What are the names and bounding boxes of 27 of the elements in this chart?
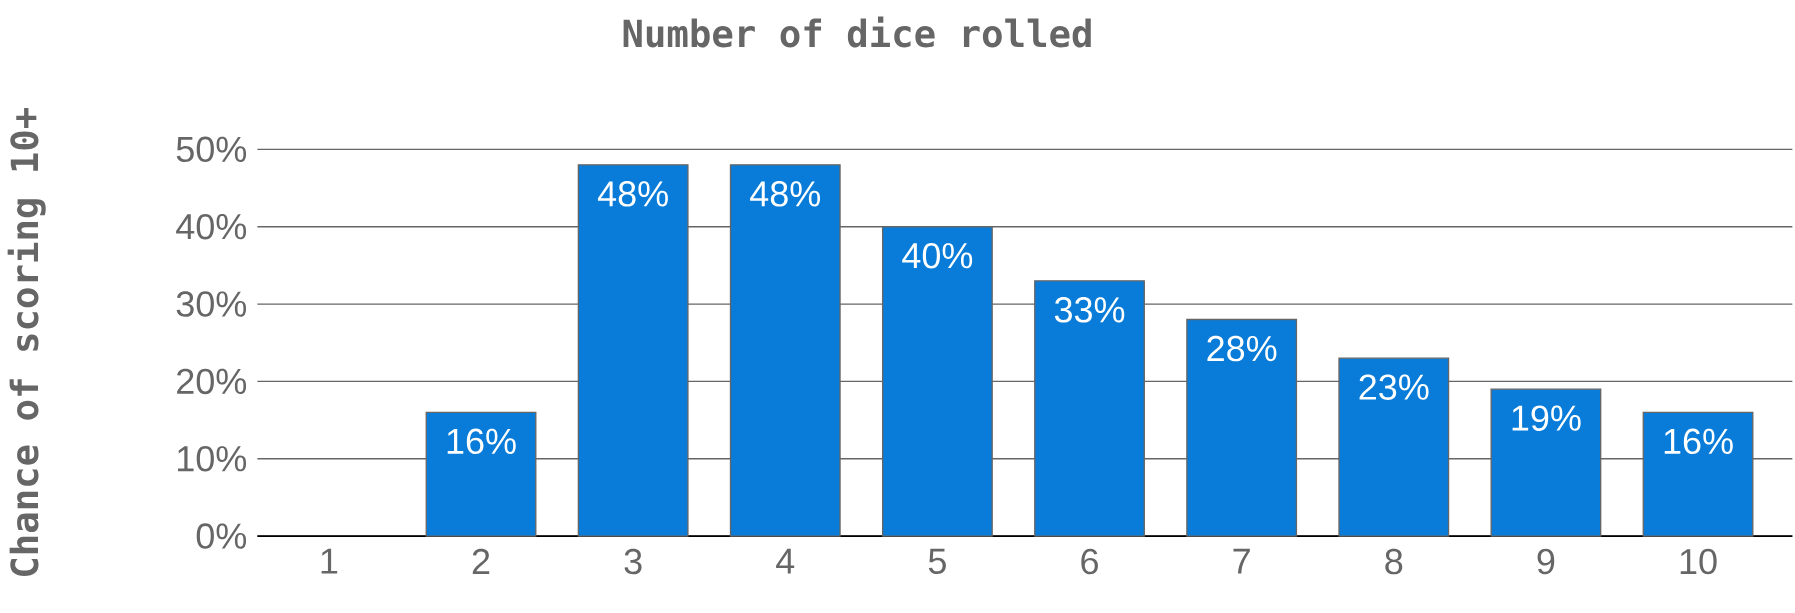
- y-tick-label: 40%: [176, 213, 247, 240]
- x-tick-label: 5: [928, 548, 946, 574]
- data-label: 40%: [902, 242, 973, 269]
- x-tick-label: 3: [624, 548, 642, 575]
- y-tick-label: 50%: [176, 136, 247, 162]
- data-label: 28%: [1207, 335, 1277, 362]
- data-label: 16%: [1664, 428, 1733, 454]
- x-tick-label: 8: [1385, 548, 1403, 575]
- x-axis-title: Number of dice rolled: [623, 16, 1091, 48]
- x-tick-label: 7: [1233, 548, 1250, 574]
- x-tick-label: 10: [1680, 548, 1717, 575]
- y-tick-label: 30%: [176, 291, 247, 317]
- x-tick-label: 1: [321, 548, 338, 574]
- y-tick-label: 10%: [178, 445, 247, 472]
- y-tick-label: 20%: [177, 368, 247, 394]
- x-tick-label: 9: [1537, 548, 1555, 575]
- data-label: 19%: [1512, 405, 1581, 431]
- data-label: 48%: [750, 180, 821, 207]
- x-tick-label: 6: [1081, 548, 1098, 575]
- y-axis-title: Chance of scoring 10+: [7, 107, 46, 576]
- data-label: 48%: [597, 180, 668, 207]
- y-tick-label: 0%: [196, 523, 247, 549]
- data-label: 33%: [1054, 296, 1125, 323]
- x-tick-label: 2: [472, 548, 490, 574]
- data-label: 23%: [1359, 374, 1429, 400]
- x-tick-label: 4: [776, 548, 795, 574]
- data-label: 16%: [447, 428, 516, 454]
